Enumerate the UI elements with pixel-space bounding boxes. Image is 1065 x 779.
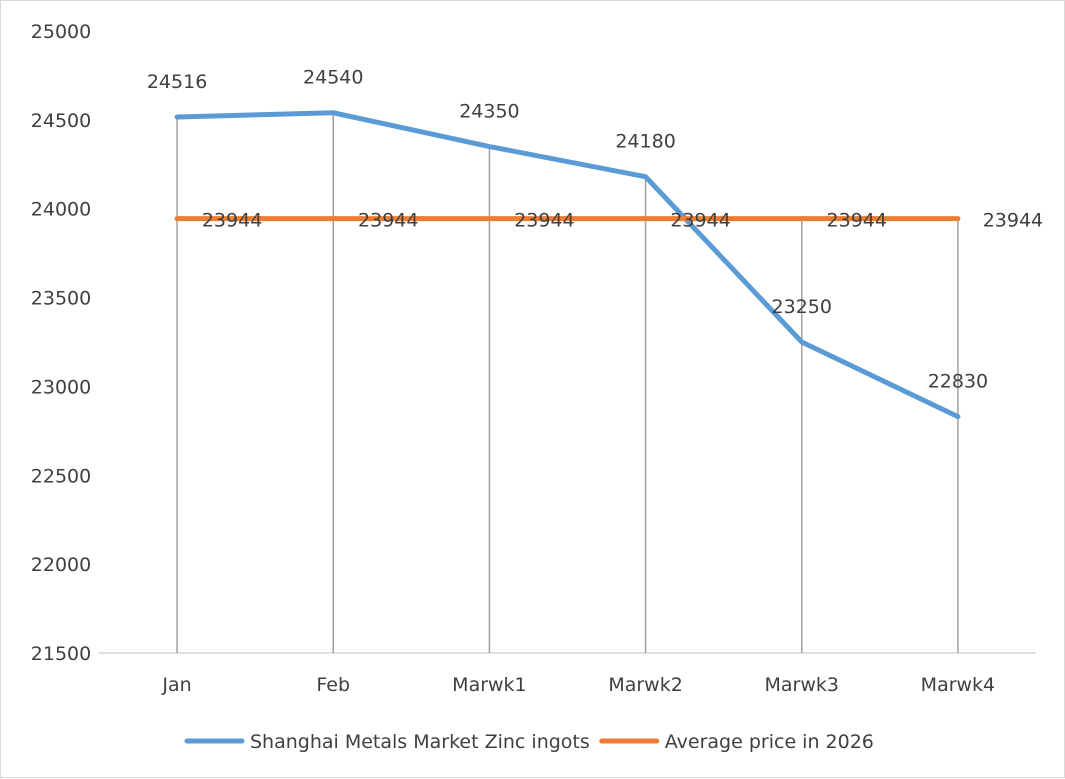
series-line-0 <box>174 110 961 420</box>
data-label: 23944 <box>358 210 418 232</box>
data-label: 24180 <box>615 131 675 153</box>
x-tick-label: Feb <box>316 674 350 696</box>
y-tick-label: 22000 <box>31 554 91 576</box>
data-label: 24540 <box>303 67 363 89</box>
x-tick-label: Marwk3 <box>765 674 839 696</box>
data-label: 23944 <box>983 210 1043 232</box>
y-tick-label: 23500 <box>31 288 91 310</box>
y-tick-label: 23000 <box>31 376 91 398</box>
x-tick-label: Marwk4 <box>921 674 995 696</box>
data-label: 23944 <box>202 210 262 232</box>
data-label: 22830 <box>928 371 988 393</box>
legend-label-1: Average price in 2026 <box>665 731 874 753</box>
y-tick-label: 24500 <box>31 110 91 132</box>
data-label: 23944 <box>514 210 574 232</box>
data-label: 24350 <box>459 101 519 123</box>
x-tick-label: Jan <box>161 674 191 696</box>
y-tick-label: 25000 <box>31 21 91 43</box>
y-tick-label: 21500 <box>31 643 91 665</box>
legend-label-0: Shanghai Metals Market Zinc ingots <box>250 731 590 753</box>
data-label: 23944 <box>670 210 730 232</box>
x-tick-label: Marwk1 <box>452 674 526 696</box>
data-label: 24516 <box>147 71 207 93</box>
data-label: 23944 <box>827 210 887 232</box>
data-label: 23250 <box>772 296 832 318</box>
y-tick-label: 22500 <box>31 465 91 487</box>
x-tick-label: Marwk2 <box>608 674 682 696</box>
y-tick-label: 24000 <box>31 199 91 221</box>
